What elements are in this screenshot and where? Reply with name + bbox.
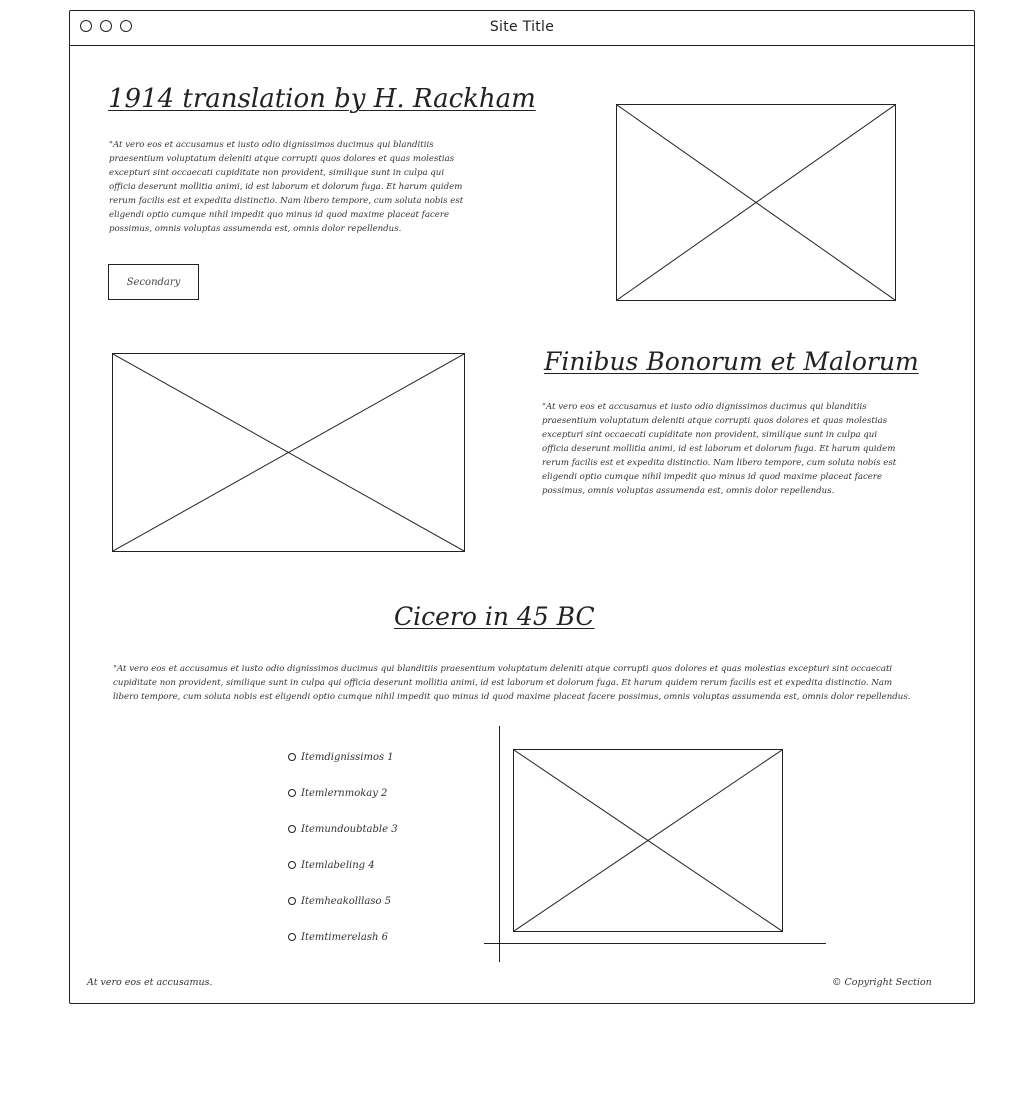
hero-image-placeholder — [616, 104, 896, 301]
list-item-label: Itemlabeling 4 — [301, 859, 375, 871]
site-title: Site Title — [489, 19, 555, 35]
footer-text: At vero eos et accusamus. — [87, 977, 213, 988]
item-list: Itemdignissimos 1 Itemlernmokay 2 Itemun… — [288, 739, 398, 955]
list-item-label: Itemtimerelash 6 — [301, 931, 388, 943]
hero-paragraph: "At vero eos et accusamus et iusto odio … — [109, 140, 464, 234]
chart-x-axis — [484, 943, 826, 945]
bullet-icon — [288, 933, 296, 941]
bullet-icon — [288, 825, 296, 833]
window-minimize-icon[interactable] — [100, 20, 112, 32]
chart-image-placeholder — [513, 749, 783, 932]
section3-heading: Cicero in 45 BC — [394, 602, 595, 631]
browser-window: Site Title — [69, 10, 975, 1004]
bullet-icon — [288, 897, 296, 905]
window-controls — [80, 20, 132, 32]
list-item[interactable]: Itemlernmokay 2 — [288, 775, 398, 811]
list-item[interactable]: Itemlabeling 4 — [288, 847, 398, 883]
bullet-icon — [288, 861, 296, 869]
window-close-icon[interactable] — [80, 20, 92, 32]
bullet-icon — [288, 753, 296, 761]
title-bar: Site Title — [70, 11, 974, 46]
section2-paragraph: "At vero eos et accusamus et iusto odio … — [542, 402, 897, 496]
hero-heading: 1914 translation by H. Rackham — [108, 84, 536, 114]
list-item-label: Itemdignissimos 1 — [301, 751, 394, 763]
section3-paragraph: "At vero eos et accusamus et iusto odio … — [113, 664, 911, 702]
bullet-icon — [288, 789, 296, 797]
section2-heading: Finibus Bonorum et Malorum — [544, 347, 919, 376]
list-item-label: Itemundoubtable 3 — [301, 823, 398, 835]
list-item[interactable]: Itemundoubtable 3 — [288, 811, 398, 847]
list-item-label: Itemlernmokay 2 — [301, 787, 388, 799]
list-item[interactable]: Itemtimerelash 6 — [288, 919, 398, 955]
chart-y-axis — [499, 726, 501, 962]
list-item-label: Itemheakolllaso 5 — [301, 895, 392, 907]
window-maximize-icon[interactable] — [120, 20, 132, 32]
section2-image-placeholder — [112, 353, 465, 552]
secondary-button[interactable]: Secondary — [108, 264, 199, 300]
copyright-text: © Copyright Section — [832, 977, 932, 988]
list-item[interactable]: Itemheakolllaso 5 — [288, 883, 398, 919]
list-item[interactable]: Itemdignissimos 1 — [288, 739, 398, 775]
